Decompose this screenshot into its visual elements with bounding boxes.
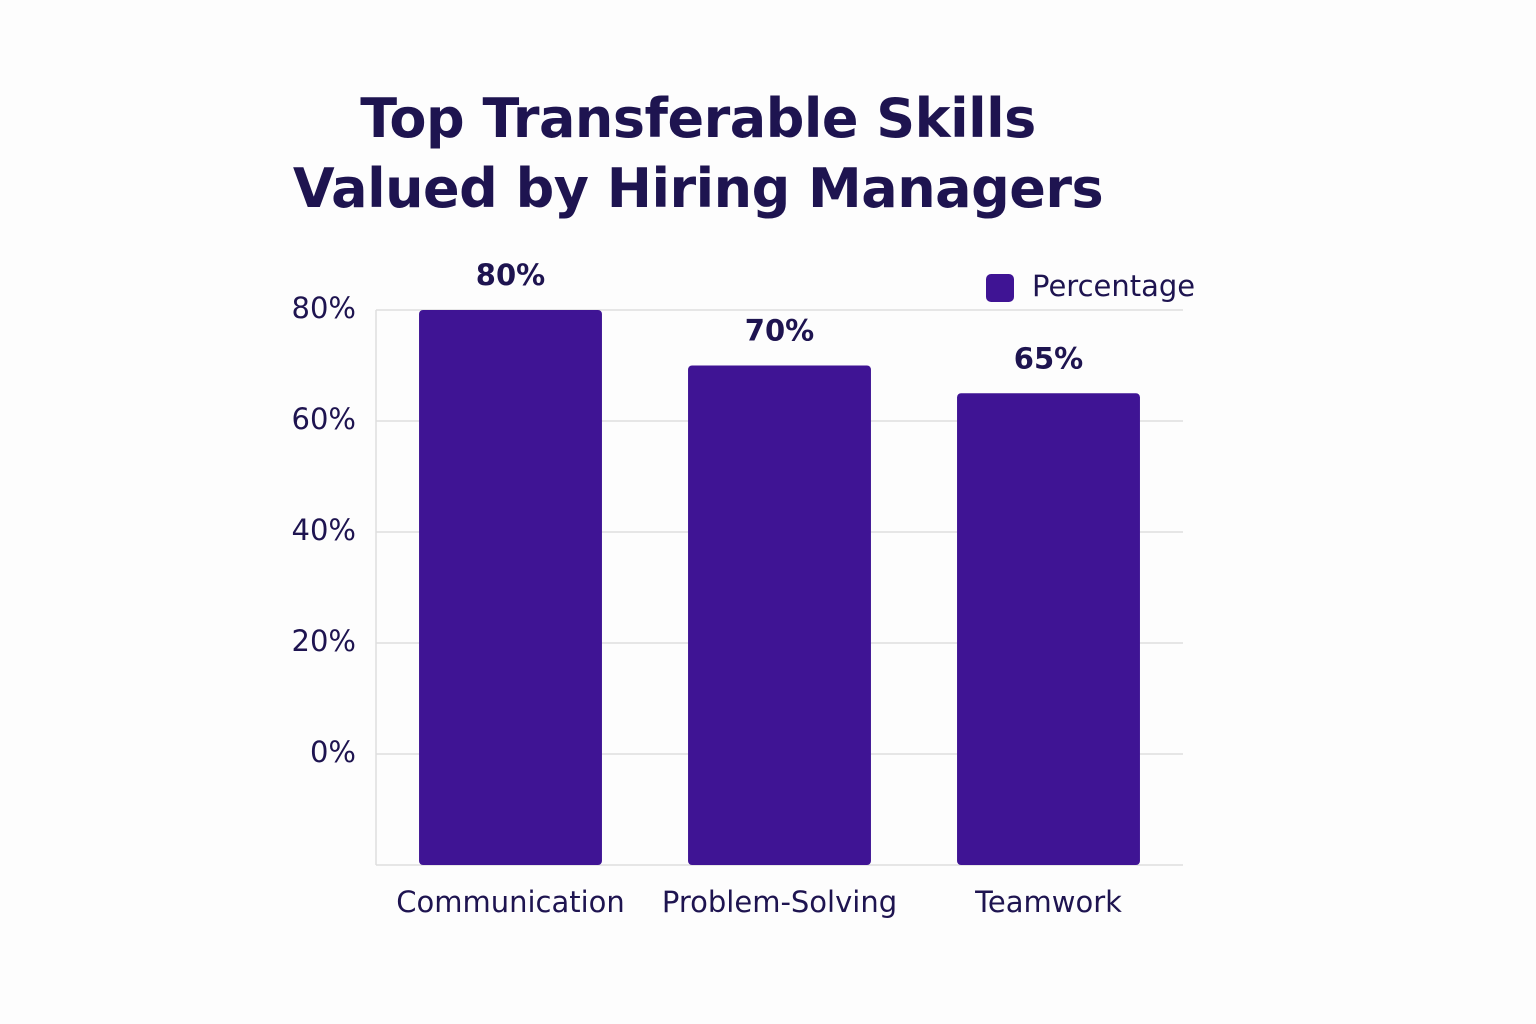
value-label: 65% (1014, 341, 1083, 375)
x-tick-label: Problem-Solving (662, 885, 897, 919)
y-tick-label: 40% (292, 513, 356, 547)
chart-title: Top Transferable Skills Valued by Hiring… (292, 87, 1104, 220)
legend-label: Percentage (1032, 269, 1195, 303)
bar (957, 393, 1140, 865)
x-tick-label: Communication (396, 885, 625, 919)
y-tick-label: 0% (310, 735, 356, 769)
y-tick-label: 80% (292, 291, 356, 325)
y-tick-label: 60% (292, 402, 356, 436)
bar (419, 310, 602, 865)
bar (688, 365, 871, 865)
legend-swatch (986, 274, 1014, 302)
value-label: 80% (476, 258, 545, 292)
value-label: 70% (745, 314, 814, 348)
y-tick-label: 20% (292, 624, 356, 658)
x-tick-label: Teamwork (974, 885, 1122, 919)
